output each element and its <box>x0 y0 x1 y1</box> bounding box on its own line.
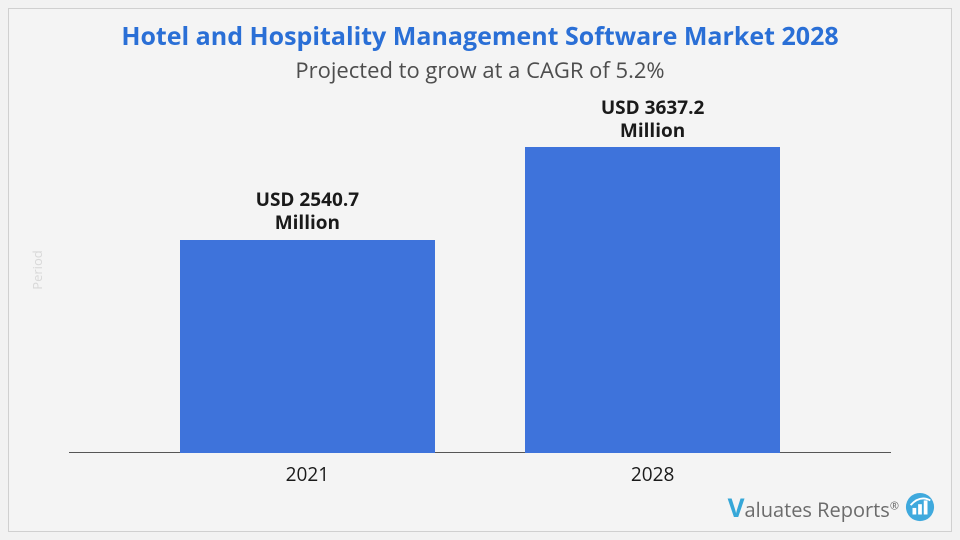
brand-logo-icon <box>905 492 935 522</box>
brand-text: Valuates Reports® <box>728 489 899 525</box>
brand-rest: aluates Reports <box>745 496 890 523</box>
brand-registered-icon: ® <box>890 498 899 513</box>
bar-value-label: USD 3637.2 Million <box>601 96 705 142</box>
brand-v: V <box>728 489 745 525</box>
bar-group-0: USD 2540.7 Million 2021 <box>180 188 435 453</box>
y-axis-label: Period <box>28 250 46 290</box>
chart-subtitle: Projected to grow at a CAGR of 5.2% <box>9 55 951 85</box>
bar-value-line2: Million <box>620 117 685 143</box>
bar-rect <box>180 240 435 453</box>
bar-group-1: USD 3637.2 Million 2028 <box>525 96 780 453</box>
chart-title: Hotel and Hospitality Management Softwar… <box>9 19 951 53</box>
bar-value-label: USD 2540.7 Million <box>256 188 360 234</box>
x-category-label: 2021 <box>180 461 435 487</box>
chart-plot-area: USD 2540.7 Million 2021 USD 3637.2 Milli… <box>69 119 891 453</box>
chart-card: Hotel and Hospitality Management Softwar… <box>8 8 952 532</box>
brand-watermark: Valuates Reports® <box>728 489 935 525</box>
bar-rect <box>525 147 780 453</box>
bar-value-line2: Million <box>275 209 340 235</box>
x-category-label: 2028 <box>525 461 780 487</box>
